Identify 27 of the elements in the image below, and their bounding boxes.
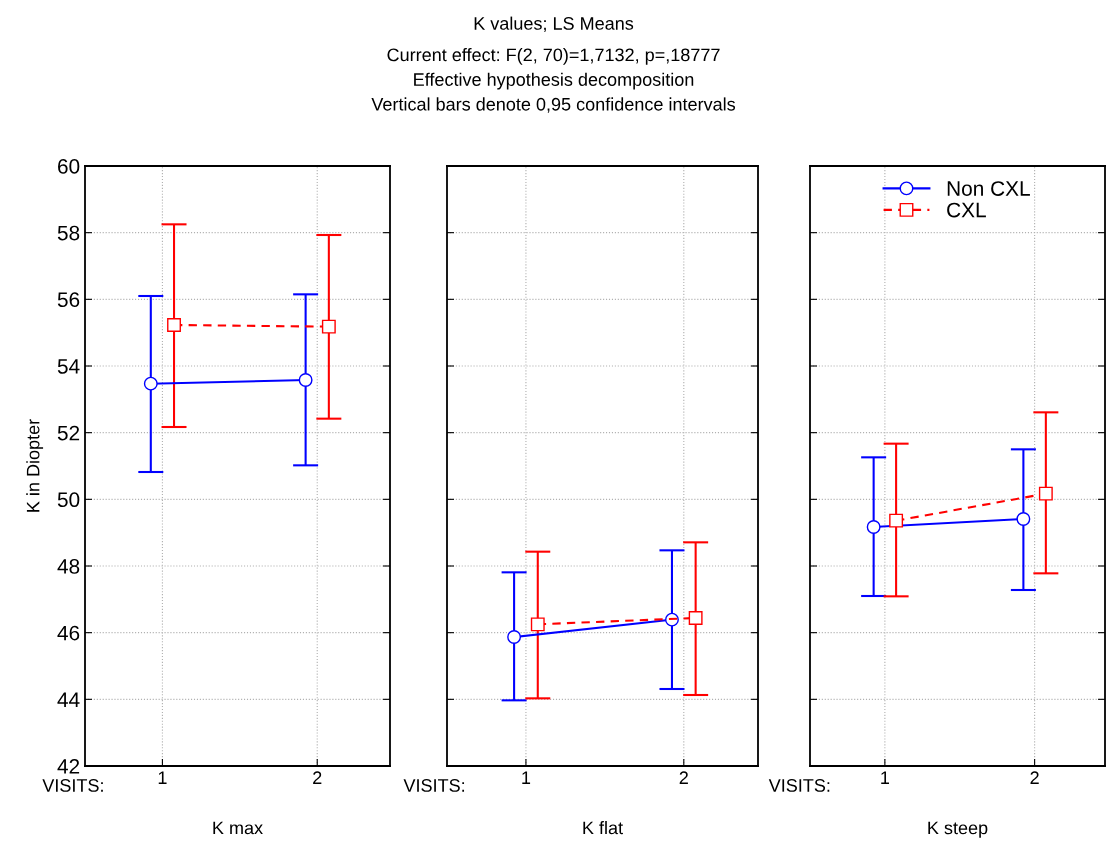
y-tick-label: 48 bbox=[57, 559, 80, 574]
x-tick-label: 1 bbox=[522, 771, 531, 784]
chart-title: K values; LS Means bbox=[474, 16, 634, 32]
text: VISITS: bbox=[768, 779, 830, 792]
x-axis-title: K flat bbox=[583, 821, 623, 835]
y-axis-title: K in Diopter bbox=[26, 419, 44, 512]
x-axis-title: K max bbox=[213, 821, 263, 835]
y-tick-label: 58 bbox=[57, 225, 80, 241]
text: VISITS: bbox=[403, 779, 465, 792]
x-tick-label: 2 bbox=[313, 771, 322, 784]
x-tick-label: 1 bbox=[158, 771, 167, 784]
chart-subtitle: Current effect: F(2, 70)=1,7132, p=,18777 Effective hypothesis decomposition Vertical bars denote 0,95 confidence intervals bbox=[371, 48, 736, 113]
x-tick-label: 2 bbox=[679, 771, 688, 784]
x-axis-title: K steep bbox=[928, 821, 988, 838]
legend-label: Non CXL bbox=[947, 181, 1030, 196]
y-tick-label: 42 bbox=[57, 759, 80, 774]
x-tick-label: 2 bbox=[1030, 771, 1039, 784]
y-tick-label: 44 bbox=[57, 692, 80, 707]
text: VISITS: bbox=[42, 779, 103, 792]
y-tick-label: 52 bbox=[57, 425, 80, 441]
legend-label: CXL bbox=[947, 202, 986, 218]
y-tick-label: 50 bbox=[57, 492, 80, 508]
y-tick-label: 54 bbox=[57, 359, 80, 374]
y-tick-label: 60 bbox=[58, 159, 80, 174]
x-tick-label: 1 bbox=[881, 771, 890, 784]
y-tick-label: 56 bbox=[57, 292, 80, 308]
y-tick-label: 46 bbox=[57, 625, 80, 641]
